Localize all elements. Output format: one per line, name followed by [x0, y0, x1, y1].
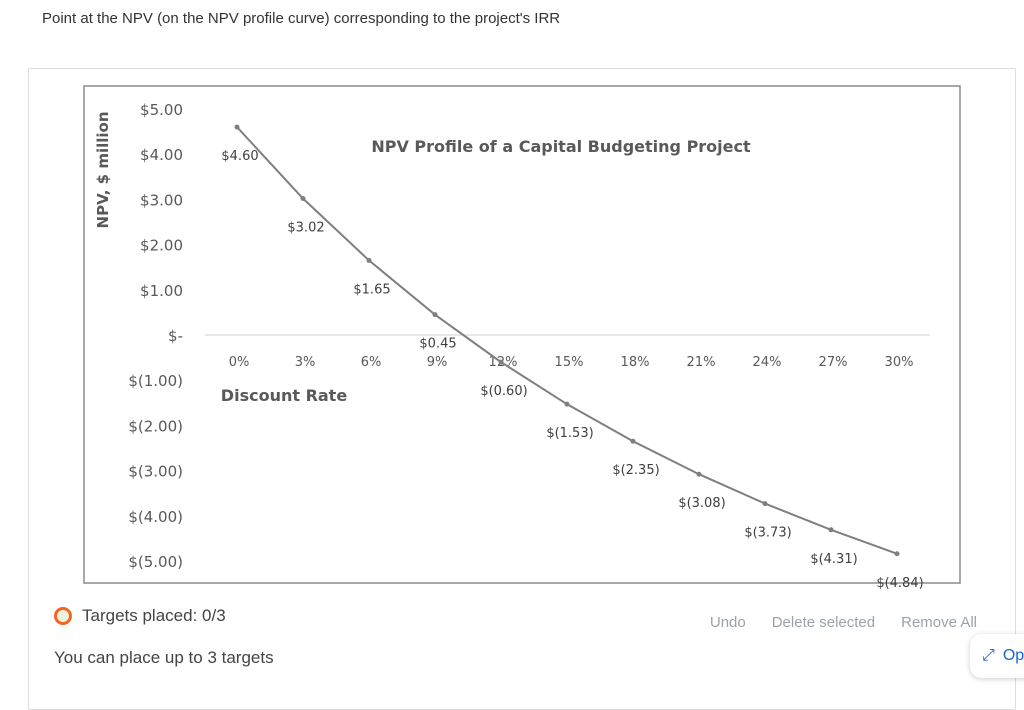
targets-placed-text: Targets placed: 0/3 — [82, 606, 226, 625]
x-tick-label: 24% — [753, 355, 782, 370]
x-tick-label: 9% — [427, 355, 448, 370]
y-tick-label: $(5.00) — [128, 553, 183, 571]
delete-selected-button[interactable]: Delete selected — [771, 614, 876, 631]
data-point — [828, 527, 834, 533]
question-prompt: Point at the NPV (on the NPV profile cur… — [42, 10, 561, 27]
x-tick-label: 30% — [885, 355, 914, 370]
x-tick-label: 0% — [229, 355, 250, 370]
remove-all-button[interactable]: Remove All — [901, 614, 977, 631]
x-tick-label: 6% — [361, 355, 382, 370]
data-label: $(2.35) — [612, 463, 659, 478]
y-tick-label: $1.00 — [140, 282, 183, 300]
x-tick-label: 15% — [555, 355, 584, 370]
x-axis-label: Discount Rate — [221, 386, 348, 405]
data-label: $(4.84) — [876, 576, 923, 591]
data-point — [366, 257, 372, 263]
targets-hint: You can place up to 3 targets — [54, 648, 274, 667]
data-point — [300, 195, 306, 201]
y-tick-label: $- — [168, 327, 183, 345]
status-circle-icon — [54, 607, 72, 625]
x-tick-label: 27% — [819, 355, 848, 370]
expand-icon: ⤢ — [982, 647, 995, 664]
y-tick-label: $(4.00) — [128, 508, 183, 526]
data-point — [498, 359, 504, 365]
data-point — [696, 471, 702, 477]
data-label: $(0.60) — [480, 384, 527, 399]
open-button-label: Op — [1002, 647, 1024, 664]
data-label: $(3.08) — [678, 496, 725, 511]
chart-title: NPV Profile of a Capital Budgeting Proje… — [371, 137, 751, 156]
data-point — [630, 438, 636, 444]
npv-chart[interactable]: NPV Profile of a Capital Budgeting Proje… — [0, 0, 1024, 600]
data-label: $4.60 — [221, 149, 258, 164]
y-tick-label: $(2.00) — [128, 417, 183, 435]
y-tick-label: $2.00 — [140, 237, 183, 255]
y-tick-label: $4.00 — [140, 146, 183, 164]
open-button[interactable]: ⤢ Op — [970, 634, 1024, 678]
targets-status: Targets placed: 0/3 — [54, 606, 226, 626]
x-tick-label: 18% — [621, 355, 650, 370]
x-tick-label: 21% — [687, 355, 716, 370]
data-point — [564, 401, 570, 407]
y-tick-label: $3.00 — [140, 191, 183, 209]
y-tick-label: $5.00 — [140, 101, 183, 119]
y-tick-label: $(1.00) — [128, 372, 183, 390]
y-tick-label: $(3.00) — [128, 463, 183, 481]
data-label: $(4.31) — [810, 552, 857, 567]
y-axis-label: NPV, $ million — [94, 112, 112, 229]
data-label: $(1.53) — [546, 426, 593, 441]
undo-button[interactable]: Undo — [709, 614, 746, 631]
data-point — [894, 551, 900, 557]
data-label: $3.02 — [287, 220, 324, 235]
data-point — [234, 124, 240, 130]
data-point — [432, 312, 438, 318]
target-actions: Undo Delete selected Remove All — [710, 614, 977, 631]
x-tick-label: 3% — [295, 355, 316, 370]
data-label: $0.45 — [419, 337, 456, 352]
data-label: $(3.73) — [744, 526, 791, 541]
data-point — [762, 501, 768, 507]
data-label: $1.65 — [353, 282, 390, 297]
